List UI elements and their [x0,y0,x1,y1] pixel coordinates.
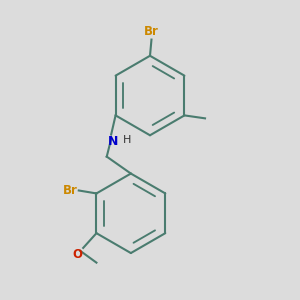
Text: H: H [123,135,131,145]
Text: O: O [72,248,82,262]
Text: Br: Br [144,25,159,38]
Text: N: N [107,135,118,148]
Text: Br: Br [62,184,77,197]
